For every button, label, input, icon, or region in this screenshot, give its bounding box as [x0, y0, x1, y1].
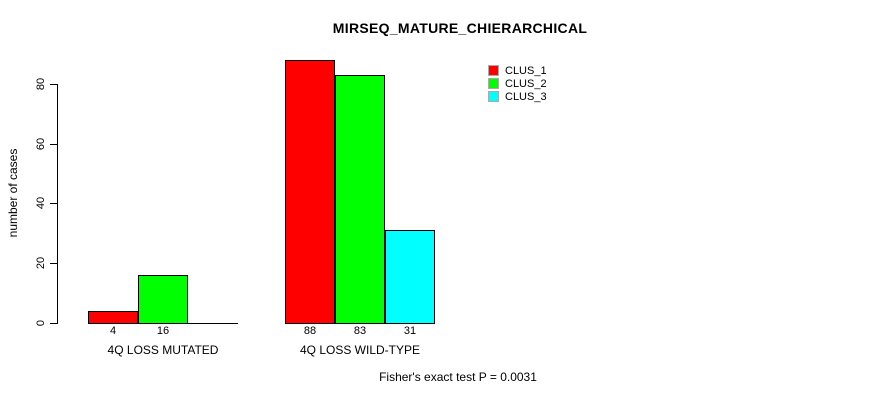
- y-axis-tick-label: 40: [35, 197, 47, 210]
- bar-value-label: 88: [303, 325, 317, 337]
- legend: CLUS_1 CLUS_2 CLUS_3: [488, 64, 547, 103]
- stat-annotation: Fisher's exact test P = 0.0031: [379, 370, 537, 384]
- y-axis-tick: [50, 83, 57, 85]
- category-label: 4Q LOSS WILD-TYPE: [299, 343, 421, 357]
- legend-item-clus_1: CLUS_1: [488, 64, 547, 77]
- y-axis-tick: [50, 323, 57, 324]
- y-axis-tick-label: 80: [35, 77, 47, 90]
- bar-value-label: 31: [403, 325, 417, 337]
- legend-swatch-icon: [488, 65, 499, 76]
- bar-clus_3: [385, 230, 435, 324]
- y-axis-title: number of cases: [6, 148, 20, 238]
- y-axis-tick-label: 20: [35, 257, 47, 270]
- bar-clus_1: [285, 60, 335, 324]
- legend-label: CLUS_2: [505, 77, 547, 90]
- y-axis-tick: [50, 263, 57, 265]
- bar-clus_1: [88, 311, 138, 324]
- chart-title: MIRSEQ_MATURE_CHIERARCHICAL: [332, 20, 588, 36]
- bar-clus_2: [138, 275, 188, 324]
- legend-item-clus_3: CLUS_3: [488, 90, 547, 103]
- category-label: 4Q LOSS MUTATED: [107, 343, 219, 357]
- legend-label: CLUS_1: [505, 64, 547, 77]
- y-axis-tick: [50, 143, 57, 145]
- y-axis-tick-label: 0: [35, 319, 47, 327]
- y-axis-line: [57, 83, 58, 324]
- bar-clus_3-zero: [188, 323, 238, 324]
- bar-clus_2: [335, 75, 385, 324]
- bar-value-label: 16: [156, 325, 170, 337]
- legend-swatch-icon: [488, 91, 499, 102]
- legend-label: CLUS_3: [505, 90, 547, 103]
- y-axis-tick-label: 60: [35, 137, 47, 150]
- legend-swatch-icon: [488, 78, 499, 89]
- bar-value-label: 83: [353, 325, 367, 337]
- y-axis-tick: [50, 203, 57, 205]
- bar-value-label: 4: [109, 325, 117, 337]
- legend-item-clus_2: CLUS_2: [488, 77, 547, 90]
